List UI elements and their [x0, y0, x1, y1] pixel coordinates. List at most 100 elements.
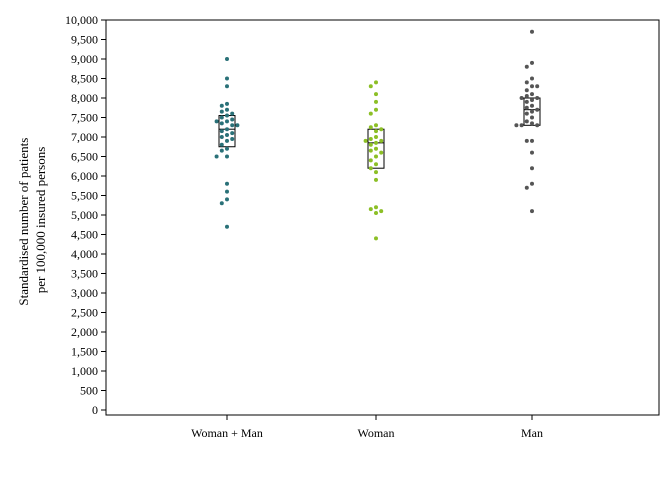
data-point-3-21	[524, 119, 529, 124]
y-tick-label-9000: 9,000	[71, 52, 98, 66]
data-point-2-30	[374, 236, 378, 241]
data-point-1-9	[225, 113, 229, 118]
y-tick-label-1500: 1,500	[71, 345, 98, 359]
data-point-3-6	[530, 84, 534, 89]
x-axis: Woman + Man Woman Man	[191, 415, 543, 440]
data-point-2-28	[379, 209, 384, 214]
data-point-3-1	[530, 29, 534, 34]
y-tick-label-6500: 6,500	[71, 150, 98, 164]
data-point-1-25	[225, 146, 229, 151]
data-point-3-24	[519, 123, 524, 128]
data-point-2-26	[374, 205, 378, 210]
data-point-1-16	[235, 123, 240, 128]
data-point-1-28	[214, 154, 219, 159]
data-point-1-7	[219, 109, 224, 114]
y-tick-label-3500: 3,500	[71, 267, 98, 281]
data-point-1-26	[219, 148, 224, 153]
data-point-1-17	[225, 127, 229, 132]
data-point-2-21	[368, 158, 373, 163]
data-point-2-24	[374, 170, 378, 175]
y-tick-label-3000: 3,000	[71, 286, 98, 300]
data-point-3-9	[530, 92, 534, 97]
y-axis-title: Standardised number of patients per 100,…	[16, 134, 48, 305]
data-point-1-22	[230, 136, 235, 141]
y-axis: 0 500 1,000 1,500 2,000 2,500 3,000 3,500 4,000 4…	[65, 13, 106, 417]
data-point-3-10	[524, 94, 529, 99]
data-point-3-30	[530, 181, 534, 186]
data-point-3-23	[535, 123, 540, 128]
data-point-3-32	[530, 209, 534, 214]
data-point-2-13	[379, 138, 384, 143]
y-tick-label-1000: 1,000	[71, 364, 98, 378]
data-point-3-11	[535, 96, 540, 100]
data-point-2-3	[374, 92, 378, 97]
data-point-3-26	[530, 138, 534, 143]
data-point-2-5	[374, 107, 378, 112]
data-point-2-23	[368, 166, 373, 171]
data-point-2-29	[374, 211, 378, 216]
data-point-2-1	[374, 80, 378, 85]
data-point-2-8	[368, 125, 373, 130]
data-point-3-17	[535, 107, 540, 112]
data-point-3-7	[535, 84, 540, 89]
data-point-2-14	[363, 138, 368, 143]
data-point-2-9	[379, 127, 384, 132]
data-point-1-8	[230, 111, 235, 116]
data-point-1-33	[225, 224, 229, 229]
data-point-2-19	[379, 150, 384, 155]
y-tick-label-10000: 10,000	[65, 13, 98, 27]
data-point-1-30	[225, 189, 229, 194]
data-point-1-10	[219, 115, 224, 120]
data-point-3-28	[530, 150, 534, 155]
data-point-1-1	[225, 57, 229, 61]
x-tick-label-2: Woman	[357, 426, 394, 440]
data-point-2-2	[368, 84, 373, 89]
data-point-1-12	[225, 119, 229, 124]
data-point-1-29	[225, 181, 229, 186]
x-tick-label-3: Man	[521, 426, 543, 440]
data-point-2-17	[374, 146, 378, 151]
data-point-1-6	[225, 107, 229, 112]
y-axis-title-line-2: per 100,000 insured persons	[33, 147, 48, 294]
data-point-3-27	[524, 138, 529, 143]
y-tick-label-0: 0	[92, 403, 98, 417]
data-point-3-12	[519, 96, 524, 100]
y-tick-label-8500: 8,500	[71, 72, 98, 86]
y-tick-label-6000: 6,000	[71, 169, 98, 183]
data-point-2-20	[374, 154, 378, 159]
data-point-3-29	[530, 166, 534, 171]
data-point-3-20	[530, 115, 534, 120]
data-point-2-27	[368, 207, 373, 212]
data-point-1-4	[225, 101, 229, 106]
data-point-1-21	[219, 135, 224, 139]
data-point-3-18	[530, 109, 534, 114]
data-point-1-5	[219, 103, 224, 108]
data-point-3-8	[524, 88, 529, 93]
data-point-2-15	[374, 140, 378, 145]
y-tick-label-2500: 2,500	[71, 306, 98, 320]
data-point-2-25	[374, 177, 378, 182]
y-tick-label-8000: 8,000	[71, 91, 98, 105]
data-point-1-18	[219, 129, 224, 134]
data-point-2-6	[368, 111, 373, 116]
data-point-2-22	[374, 162, 378, 167]
y-tick-label-9500: 9,500	[71, 33, 98, 47]
plot-frame	[105, 19, 660, 416]
data-point-1-19	[230, 131, 235, 136]
data-point-2-12	[368, 136, 373, 141]
data-point-3-15	[530, 103, 534, 108]
data-point-1-27	[225, 154, 229, 159]
y-tick-label-7500: 7,500	[71, 111, 98, 125]
data-point-2-4	[374, 99, 378, 104]
data-point-3-3	[524, 64, 529, 69]
data-point-3-19	[524, 111, 529, 116]
y-tick-label-5500: 5,500	[71, 189, 98, 203]
points-layer	[214, 29, 540, 241]
data-point-1-13	[214, 119, 219, 124]
data-point-2-11	[374, 135, 378, 139]
data-point-3-5	[524, 80, 529, 85]
data-point-1-15	[230, 123, 235, 128]
data-point-2-7	[374, 123, 378, 128]
